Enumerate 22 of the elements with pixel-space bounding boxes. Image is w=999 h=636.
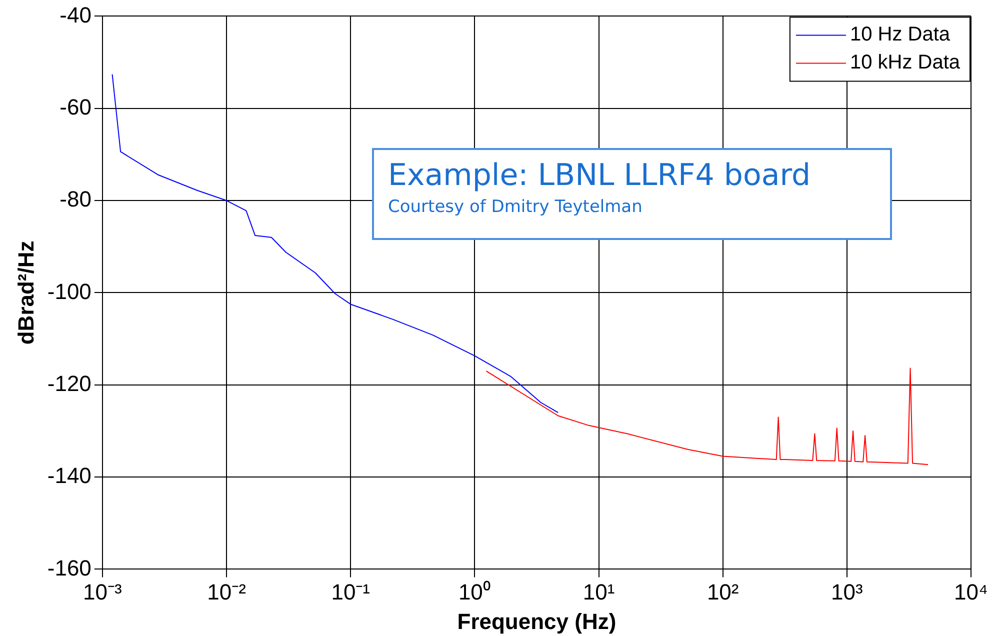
x-tick-label: 10⁰ <box>458 579 491 604</box>
annotation: Courtesy of Dmitry Teytelman <box>388 197 644 217</box>
x-tick-label: 10² <box>706 579 739 604</box>
y-tick-label: -80 <box>60 186 92 212</box>
x-tick-label: 10⁻² <box>207 579 246 604</box>
x-axis-title: Frequency (Hz) <box>457 608 616 634</box>
annotation: Example: LBNL LLRF4 board <box>388 158 812 193</box>
y-tick-label: -100 <box>47 278 92 304</box>
x-tick-label: 10⁻³ <box>83 579 122 604</box>
note-box: Example: LBNL LLRF4 board Courtesy of Dmitry Teytelman <box>372 148 892 240</box>
y-tick-label: -60 <box>60 94 92 120</box>
legend-label: 10 Hz Data <box>850 24 951 46</box>
y-tick-label: -40 <box>60 2 92 28</box>
x-tick-label: 10⁴ <box>954 579 988 604</box>
y-axis-title: dBrad²/Hz <box>13 240 38 345</box>
y-tick-label: -160 <box>47 555 92 580</box>
legend-label: 10 kHz Data <box>850 52 961 74</box>
y-tick-label: -140 <box>47 463 92 488</box>
x-tick-label: 10¹ <box>582 579 615 604</box>
x-tick-label: 10³ <box>831 579 863 604</box>
x-tick-label: 10⁻¹ <box>331 579 370 604</box>
y-tick-label: -120 <box>47 370 92 396</box>
